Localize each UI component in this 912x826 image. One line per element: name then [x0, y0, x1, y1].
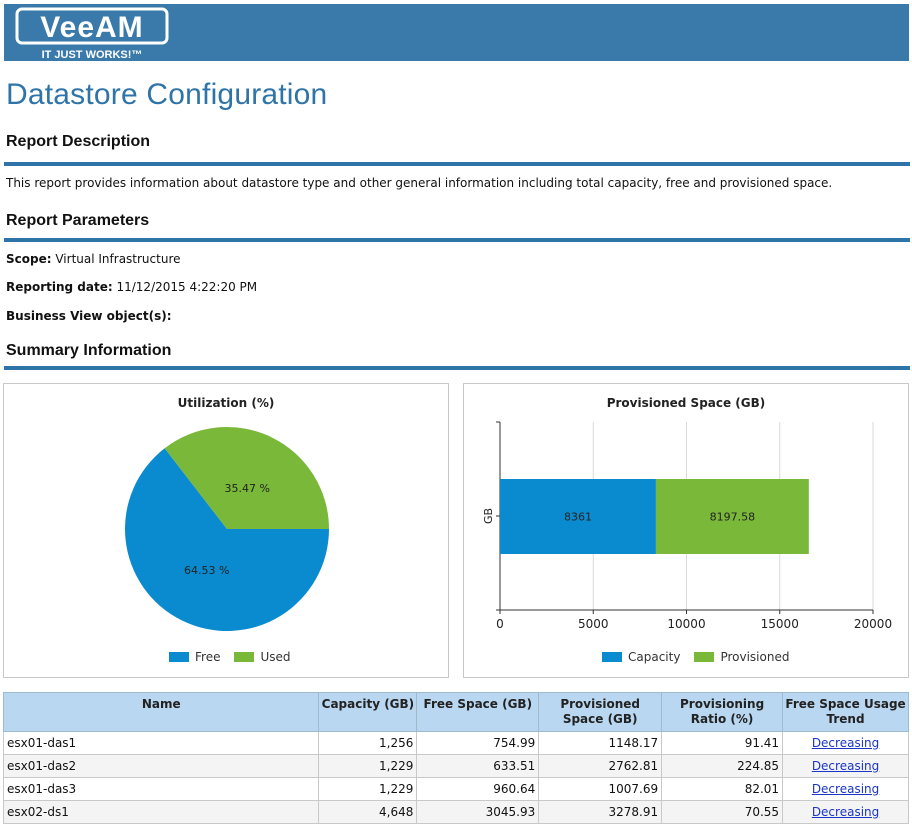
legend-label-provisioned: Provisioned	[720, 650, 790, 664]
cell-provisioning-ratio: 70.55	[661, 800, 784, 824]
section-divider	[4, 238, 910, 242]
scope-value: Virtual Infrastructure	[55, 252, 181, 266]
legend-item-free: Free	[169, 650, 220, 664]
legend-swatch-provisioned	[694, 652, 715, 662]
legend-item-provisioned: Provisioned	[694, 650, 789, 664]
cell-provisioned-space: 3278.91	[538, 800, 663, 824]
pie-slice-used	[164, 427, 329, 529]
table-row: esx01-das3 1,229 960.64 1007.69 82.01 Decreas…	[2, 777, 909, 801]
legend-item-capacity: Capacity	[602, 650, 680, 664]
cell-trend: Decreasing	[782, 800, 909, 824]
utilization-chart-panel: Utilization (%) 64.53 % 35.47 % Free Used	[3, 383, 449, 678]
cell-free-space: 633.51	[416, 754, 540, 778]
cell-capacity: 1,229	[318, 754, 418, 778]
scope-param: Scope: Virtual Infrastructure	[6, 252, 181, 266]
bar-label-capacity: 8361	[564, 511, 592, 524]
legend-item-used: Used	[234, 650, 291, 664]
table-row: esx02-ds1 4,648 3045.93 3278.91 70.55 Decreas…	[2, 800, 909, 824]
trend-link[interactable]: Decreasing	[811, 805, 880, 819]
cell-name: esx01-das1	[2, 731, 320, 755]
cell-capacity: 1,229	[318, 777, 418, 801]
legend-swatch-free	[169, 652, 189, 662]
cell-capacity: 1,256	[318, 731, 418, 755]
col-header-capacity[interactable]: Capacity (GB)	[318, 692, 418, 732]
bar-provisioned	[655, 479, 809, 554]
bar-label-provisioned: 8197.58	[710, 511, 756, 524]
x-tick-label: 10000	[667, 617, 705, 631]
utilization-chart-title: Utilization (%)	[177, 396, 275, 410]
col-header-provisioning-ratio[interactable]: Provisioning Ratio (%)	[661, 692, 784, 732]
cell-provisioned-space: 1148.17	[538, 731, 663, 755]
col-header-name[interactable]: Name	[2, 692, 320, 732]
cell-free-space: 754.99	[416, 731, 540, 755]
datastore-table: Name Capacity (GB) Free Space (GB) Provi…	[2, 692, 909, 824]
x-tick-label: 20000	[854, 617, 892, 631]
utilization-legend: Free Used	[169, 650, 305, 664]
cell-name: esx01-das3	[2, 777, 320, 801]
provisioned-space-chart-panel: Provisioned Space (GB) 0 5000 10000 15000 20…	[463, 383, 909, 678]
business-view-label: Business View object(s):	[6, 309, 172, 323]
veeam-logo: VeeAM IT JUST WORKS!™	[14, 6, 174, 62]
cell-name: esx02-ds1	[2, 800, 320, 824]
col-header-free-space[interactable]: Free Space (GB)	[416, 692, 540, 732]
provisioned-space-chart-title: Provisioned Space (GB)	[606, 396, 766, 410]
table-row: esx01-das1 1,256 754.99 1148.17 91.41 Decreas…	[2, 731, 909, 755]
utilization-pie-chart: 64.53 % 35.47 %	[124, 427, 330, 631]
provisioned-space-bar-chart: 0 5000 10000 15000 20000 GB 8361 8197.58	[482, 421, 892, 631]
trend-link[interactable]: Decreasing	[811, 782, 880, 796]
x-tick-label: 15000	[761, 617, 799, 631]
cell-trend: Decreasing	[782, 777, 909, 801]
cell-free-space: 3045.93	[416, 800, 540, 824]
section-divider	[4, 366, 910, 370]
report-header-bar: VeeAM IT JUST WORKS!™	[4, 4, 909, 61]
legend-label-capacity: Capacity	[628, 650, 681, 664]
y-category-label: GB	[482, 508, 495, 524]
report-description-text: This report provides information about d…	[6, 176, 833, 190]
pie-label-free: 64.53 %	[184, 564, 229, 577]
legend-swatch-used	[234, 652, 255, 662]
cell-provisioning-ratio: 224.85	[661, 754, 784, 778]
provisioned-space-legend: Capacity Provisioned	[602, 650, 803, 664]
reporting-date-label: Reporting date:	[6, 280, 113, 294]
report-parameters-heading: Report Parameters	[6, 212, 150, 229]
svg-text:IT JUST WORKS!™: IT JUST WORKS!™	[42, 49, 143, 61]
legend-label-used: Used	[260, 650, 291, 664]
table-header-row: Name Capacity (GB) Free Space (GB) Provi…	[2, 692, 909, 732]
page-title: Datastore Configuration	[6, 78, 328, 111]
svg-text:VeeAM: VeeAM	[40, 11, 143, 44]
cell-trend: Decreasing	[782, 731, 909, 755]
trend-link[interactable]: Decreasing	[811, 736, 880, 750]
table-row: esx01-das2 1,229 633.51 2762.81 224.85 Decrea…	[2, 754, 909, 778]
col-header-free-space-trend[interactable]: Free Space Usage Trend	[782, 692, 909, 732]
cell-provisioned-space: 1007.69	[538, 777, 663, 801]
pie-label-used: 35.47 %	[225, 482, 270, 495]
cell-capacity: 4,648	[318, 800, 418, 824]
x-tick-label: 5000	[578, 617, 609, 631]
reporting-date-param: Reporting date: 11/12/2015 4:22:20 PM	[6, 280, 257, 294]
cell-provisioning-ratio: 91.41	[661, 731, 784, 755]
cell-trend: Decreasing	[782, 754, 909, 778]
trend-link[interactable]: Decreasing	[811, 759, 880, 773]
x-tick-label: 0	[496, 617, 504, 631]
cell-provisioned-space: 2762.81	[538, 754, 663, 778]
cell-free-space: 960.64	[416, 777, 540, 801]
cell-name: esx01-das2	[2, 754, 320, 778]
bar-capacity	[500, 479, 656, 554]
reporting-date-value: 11/12/2015 4:22:20 PM	[116, 280, 258, 294]
business-view-param: Business View object(s):	[6, 309, 172, 323]
col-header-provisioned-space[interactable]: Provisioned Space (GB)	[538, 692, 663, 732]
summary-information-heading: Summary Information	[6, 342, 172, 359]
section-divider	[4, 162, 910, 166]
pie-slice-free	[124, 448, 330, 631]
cell-provisioning-ratio: 82.01	[661, 777, 784, 801]
report-description-heading: Report Description	[6, 133, 151, 150]
legend-label-free: Free	[195, 650, 221, 664]
scope-label: Scope:	[6, 252, 52, 266]
legend-swatch-capacity	[602, 652, 622, 662]
